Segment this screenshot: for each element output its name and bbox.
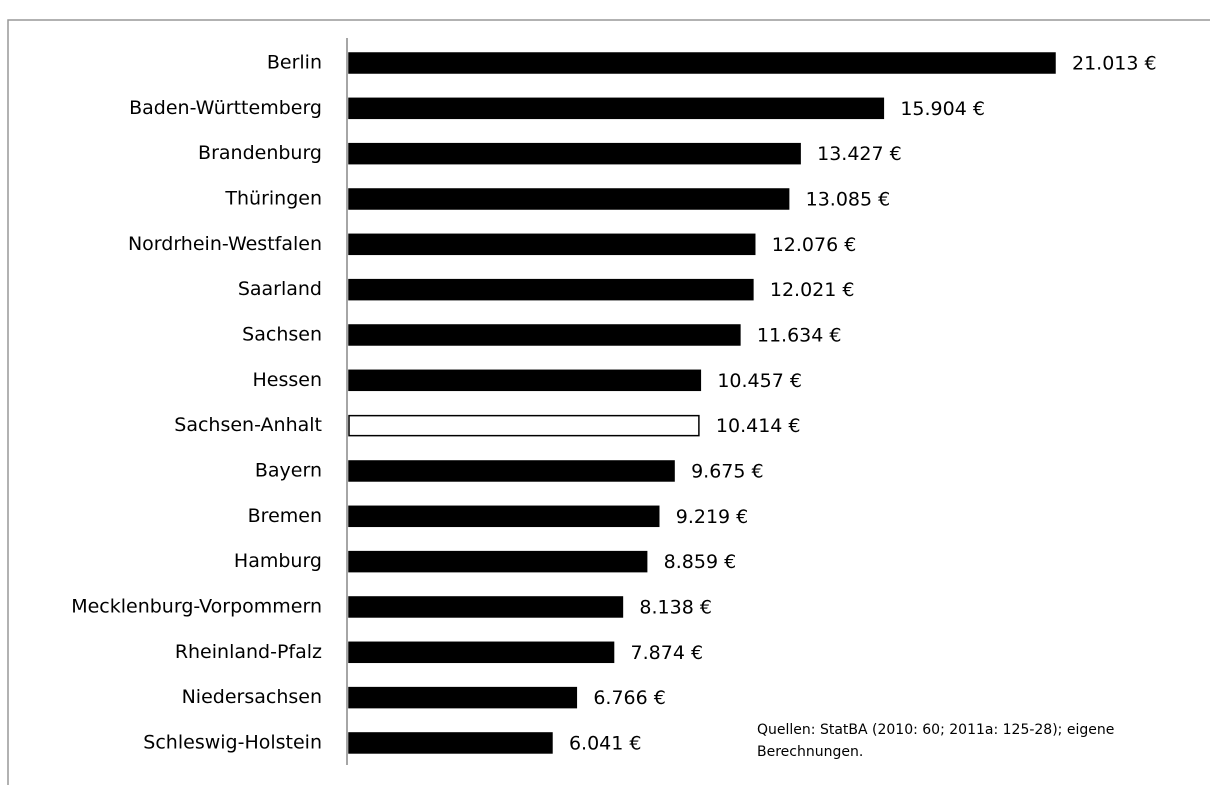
bar bbox=[348, 686, 578, 709]
category-label: Bremen bbox=[248, 505, 322, 527]
category-label: Berlin bbox=[267, 52, 322, 74]
value-label: 7.874 € bbox=[631, 642, 704, 664]
bar bbox=[348, 460, 675, 482]
category-label: Thüringen bbox=[224, 187, 322, 209]
category-label: Mecklenburg-Vorpommern bbox=[71, 595, 322, 617]
value-label: 10.414 € bbox=[716, 415, 801, 437]
bar bbox=[348, 188, 790, 210]
category-label: Brandenburg bbox=[198, 142, 322, 164]
bar bbox=[348, 233, 756, 256]
value-label: 6.041 € bbox=[569, 732, 642, 754]
bar bbox=[348, 596, 624, 618]
category-label: Hamburg bbox=[234, 550, 322, 572]
value-label: 13.085 € bbox=[806, 188, 891, 210]
bar bbox=[348, 369, 702, 392]
category-label: Bayern bbox=[255, 459, 322, 481]
frame bbox=[7, 19, 1210, 785]
category-label: Hessen bbox=[252, 369, 322, 391]
value-label: 8.138 € bbox=[639, 596, 712, 618]
value-label: 21.013 € bbox=[1072, 53, 1157, 75]
category-label: Saarland bbox=[238, 278, 322, 300]
bar bbox=[348, 324, 741, 346]
category-label: Sachsen bbox=[242, 323, 322, 345]
category-label: Nordrhein-Westfalen bbox=[128, 233, 322, 255]
category-label: Schleswig-Holstein bbox=[143, 731, 322, 753]
bar bbox=[348, 142, 801, 165]
value-label: 11.634 € bbox=[757, 324, 842, 346]
category-label: Rheinland-Pfalz bbox=[175, 641, 322, 663]
value-label: 9.675 € bbox=[691, 460, 764, 482]
value-label: 6.766 € bbox=[593, 687, 666, 709]
bar bbox=[348, 52, 1056, 74]
category-label: Niedersachsen bbox=[182, 686, 322, 708]
category-label: Sachsen-Anhalt bbox=[174, 414, 322, 436]
value-label: 10.457 € bbox=[717, 370, 802, 392]
value-label: 15.904 € bbox=[900, 98, 985, 120]
value-label: 8.859 € bbox=[664, 551, 737, 573]
bar bbox=[348, 550, 648, 573]
bar bbox=[348, 97, 885, 120]
note: Berechnungen. bbox=[757, 744, 863, 760]
category-label: Baden-Württemberg bbox=[129, 97, 322, 119]
value-label: 12.076 € bbox=[772, 234, 857, 256]
note: Quellen: StatBA (2010: 60; 2011a: 125-28… bbox=[757, 722, 1114, 738]
bar bbox=[348, 278, 754, 301]
bar bbox=[348, 414, 700, 437]
bar bbox=[348, 732, 553, 754]
bar bbox=[348, 505, 660, 528]
bar bbox=[348, 641, 615, 664]
value-label: 12.021 € bbox=[770, 279, 855, 301]
value-label: 13.427 € bbox=[817, 143, 902, 165]
value-label: 9.219 € bbox=[676, 506, 749, 528]
